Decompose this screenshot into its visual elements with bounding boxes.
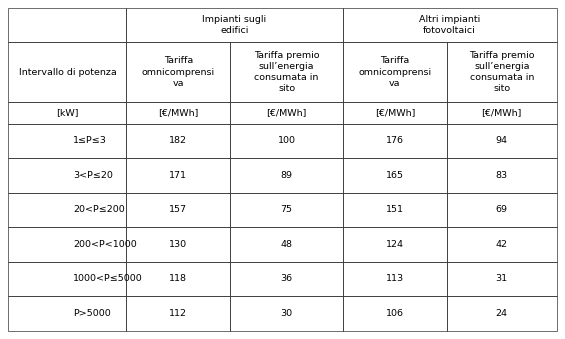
Text: 106: 106	[386, 309, 404, 318]
Bar	[8, 124, 127, 158]
Bar	[8, 42, 127, 102]
Bar	[447, 227, 557, 262]
Text: 124: 124	[386, 240, 404, 249]
Bar	[447, 42, 557, 102]
Text: Altri impianti
fotovoltaici: Altri impianti fotovoltaici	[419, 15, 480, 36]
Text: 200<P<1000: 200<P<1000	[73, 240, 137, 249]
Text: Tariffa
omnicomprensi
va: Tariffa omnicomprensi va	[142, 57, 215, 88]
Bar	[8, 158, 127, 193]
Bar	[447, 102, 557, 124]
Text: 20<P≤200: 20<P≤200	[73, 205, 125, 214]
Text: 112: 112	[170, 309, 188, 318]
Bar	[343, 193, 447, 227]
Text: P>5000: P>5000	[73, 309, 111, 318]
Bar	[343, 102, 447, 124]
Text: [kW]: [kW]	[56, 108, 79, 117]
Text: 113: 113	[386, 274, 404, 283]
Text: Impianti sugli
edifici: Impianti sugli edifici	[202, 15, 267, 36]
Text: 182: 182	[170, 137, 188, 145]
Bar	[127, 227, 231, 262]
Bar	[343, 42, 447, 102]
Text: [€/MWh]: [€/MWh]	[481, 108, 522, 117]
Text: [€/MWh]: [€/MWh]	[375, 108, 415, 117]
Text: [€/MWh]: [€/MWh]	[267, 108, 307, 117]
Bar	[127, 42, 231, 102]
Bar	[127, 193, 231, 227]
Bar	[231, 227, 343, 262]
Bar	[343, 124, 447, 158]
Text: 31: 31	[496, 274, 508, 283]
Text: 176: 176	[386, 137, 404, 145]
Text: 89: 89	[281, 171, 293, 180]
Text: Tariffa premio
sull’energia
consumata in
sito: Tariffa premio sull’energia consumata in…	[469, 51, 534, 93]
Text: 30: 30	[281, 309, 293, 318]
Text: 94: 94	[496, 137, 508, 145]
Text: 83: 83	[496, 171, 508, 180]
Text: 165: 165	[386, 171, 404, 180]
Bar	[8, 227, 127, 262]
Bar	[343, 227, 447, 262]
Bar	[447, 262, 557, 296]
Bar	[127, 8, 343, 42]
Bar	[231, 296, 343, 331]
Text: 151: 151	[386, 205, 404, 214]
Bar	[127, 296, 231, 331]
Text: Tariffa
omnicomprensi
va: Tariffa omnicomprensi va	[358, 57, 432, 88]
Text: 130: 130	[170, 240, 188, 249]
Bar	[231, 193, 343, 227]
Bar	[127, 102, 231, 124]
Bar	[447, 124, 557, 158]
Bar	[343, 296, 447, 331]
Text: [€/MWh]: [€/MWh]	[158, 108, 198, 117]
Bar	[343, 262, 447, 296]
Bar	[231, 42, 343, 102]
Bar	[231, 102, 343, 124]
Text: 24: 24	[496, 309, 508, 318]
Text: 42: 42	[496, 240, 508, 249]
Bar	[447, 296, 557, 331]
Text: 75: 75	[281, 205, 293, 214]
Text: 1000<P≤5000: 1000<P≤5000	[73, 274, 143, 283]
Text: 48: 48	[281, 240, 293, 249]
Bar	[127, 262, 231, 296]
Text: 100: 100	[277, 137, 295, 145]
Bar	[127, 124, 231, 158]
Bar	[447, 158, 557, 193]
Bar	[8, 8, 127, 42]
Bar	[8, 296, 127, 331]
Bar	[343, 158, 447, 193]
Bar	[127, 158, 231, 193]
Text: 118: 118	[170, 274, 188, 283]
Bar	[343, 8, 557, 42]
Bar	[231, 158, 343, 193]
Text: Tariffa premio
sull’energia
consumata in
sito: Tariffa premio sull’energia consumata in…	[254, 51, 319, 93]
Text: 157: 157	[170, 205, 188, 214]
Bar	[8, 193, 127, 227]
Text: 69: 69	[496, 205, 508, 214]
Text: 1≤P≤3: 1≤P≤3	[73, 137, 107, 145]
Bar	[8, 102, 127, 124]
Bar	[447, 193, 557, 227]
Bar	[231, 262, 343, 296]
Bar	[231, 124, 343, 158]
Text: 36: 36	[281, 274, 293, 283]
Text: 3<P≤20: 3<P≤20	[73, 171, 113, 180]
Bar	[8, 262, 127, 296]
Text: Intervallo di potenza: Intervallo di potenza	[19, 67, 116, 77]
Text: 171: 171	[170, 171, 188, 180]
